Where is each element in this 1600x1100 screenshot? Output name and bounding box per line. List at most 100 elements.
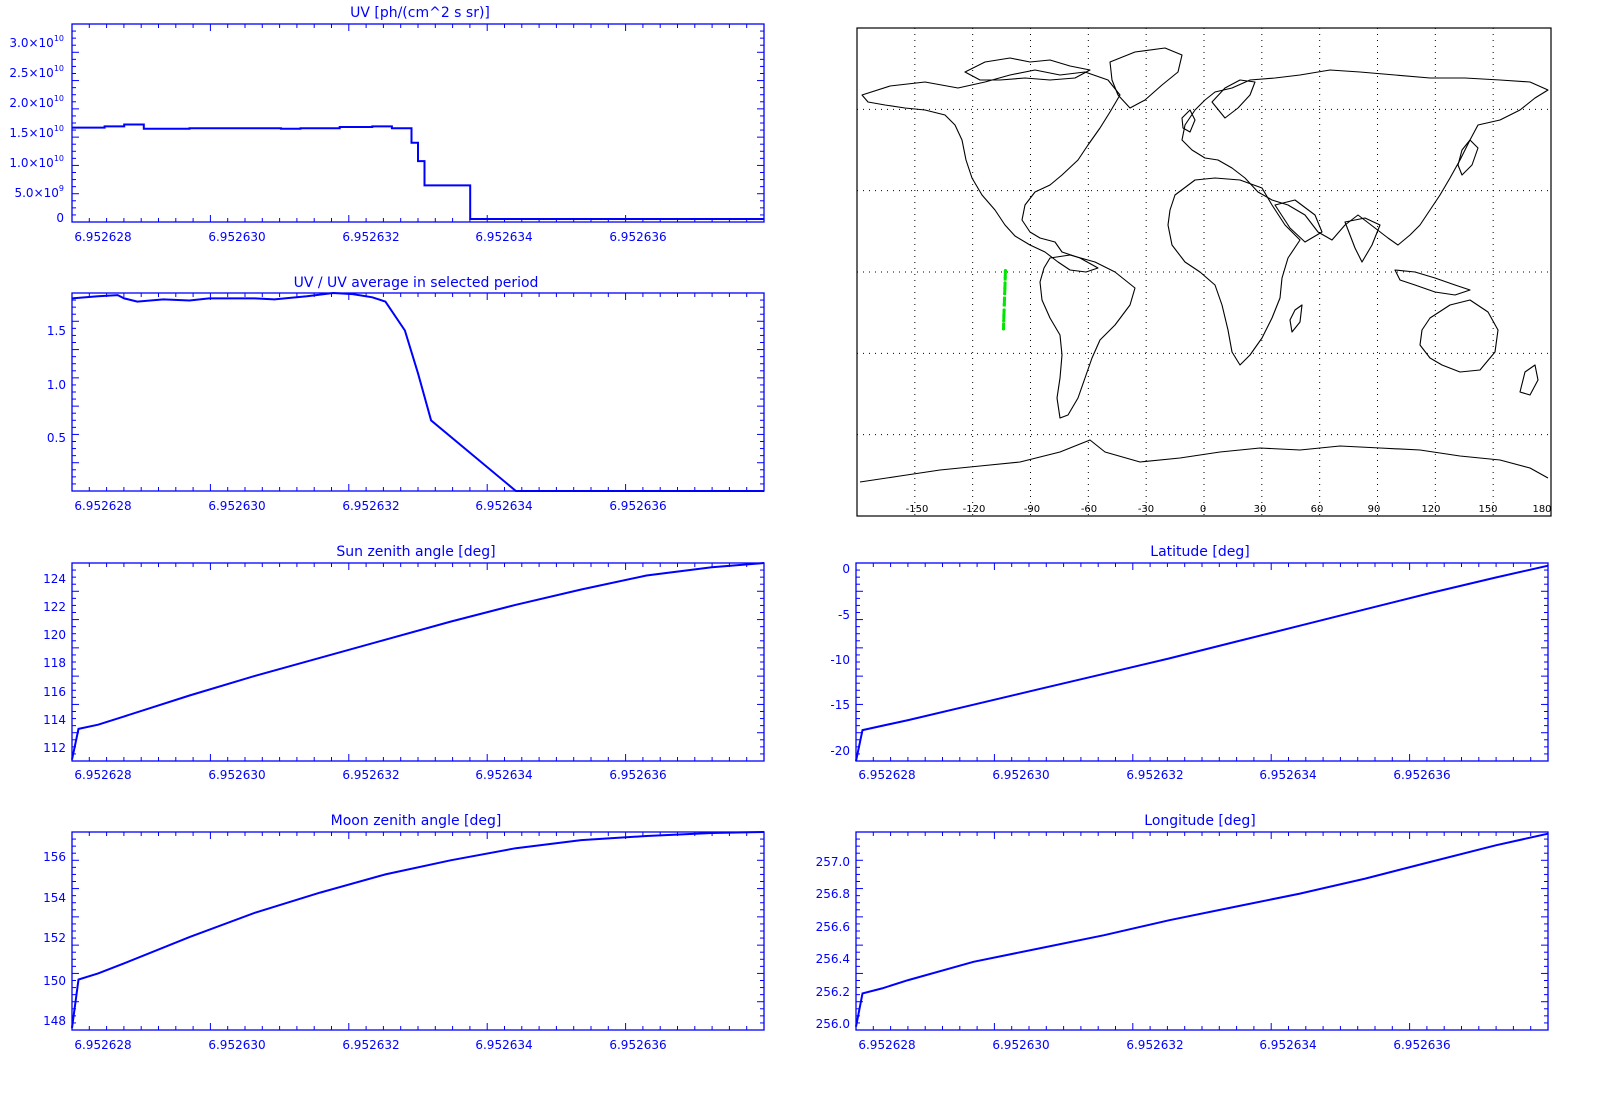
new-zealand-outline xyxy=(1519,364,1539,396)
latitude-y-tick-label: -20 xyxy=(830,744,850,758)
uv-y-tick-exp: 10 xyxy=(54,124,64,133)
uv-y-tick-mantissa: 1.5×10 xyxy=(9,126,53,140)
uv-plot-frame xyxy=(71,23,765,223)
uv-ratio-y-tick-label: 1.0 xyxy=(47,378,66,392)
latitude-y-tick-labels: 0 -5 -10 -15 -20 xyxy=(830,562,850,758)
scandinavia-outline xyxy=(1211,79,1256,119)
longitude-y-tick-label: 256.2 xyxy=(816,985,850,999)
uv-y-tick-label: 1.5×1010 xyxy=(9,124,64,140)
uv-ratio-x-tick-labels: 6.952628 6.952630 6.952632 6.952634 6.95… xyxy=(74,499,666,513)
map-x-tick-label: 30 xyxy=(1254,504,1267,515)
sza-y-tick-label: 120 xyxy=(43,628,66,642)
uv-y-tick-label: 5.0×109 xyxy=(14,184,64,200)
uv-series-line xyxy=(72,123,764,220)
uv-x-tick-label: 6.952628 xyxy=(74,230,131,244)
longitude-x-tick-label: 6.952634 xyxy=(1259,1038,1316,1052)
longitude-y-tick-label: 256.6 xyxy=(816,920,850,934)
uv-y-tick-mantissa: 2.0×10 xyxy=(9,96,53,110)
latitude-title: Latitude [deg] xyxy=(1150,544,1249,560)
map-x-tick-labels: -150 -120 -90 -60 -30 0 30 60 90 120 150… xyxy=(906,504,1552,515)
uv-ratio-y-tick-label: 1.5 xyxy=(47,324,66,338)
map-x-tick-label: 90 xyxy=(1368,504,1381,515)
uv-y-tick-label: 3.0×1010 xyxy=(9,34,64,50)
longitude-series-line xyxy=(855,832,1549,1027)
greenland-outline xyxy=(1109,47,1183,109)
uv-ratio-y-tick-label: 0.5 xyxy=(47,431,66,445)
uv-y-tick-exp: 10 xyxy=(54,64,64,73)
uv-ratio-x-tick-label: 6.952634 xyxy=(475,499,532,513)
sza-x-tick-label: 6.952634 xyxy=(475,768,532,782)
uv-y-tick-label: 2.5×1010 xyxy=(9,64,64,80)
latitude-ticks xyxy=(856,563,1548,761)
uv-y-tick-exp: 10 xyxy=(54,34,64,43)
map-x-tick-label: -120 xyxy=(963,504,986,515)
mza-y-tick-label: 154 xyxy=(43,891,66,905)
uv-y-tick-mantissa: 0 xyxy=(56,211,64,225)
uv-ticks xyxy=(72,24,764,222)
map-x-tick-label: 60 xyxy=(1311,504,1324,515)
uv-y-tick-exp: 9 xyxy=(59,184,64,193)
uv-y-tick-mantissa: 5.0×10 xyxy=(14,186,58,200)
track-point xyxy=(1003,269,1008,273)
uv-ratio-x-tick-label: 6.952630 xyxy=(208,499,265,513)
longitude-y-tick-label: 256.8 xyxy=(816,887,850,901)
track-point xyxy=(1002,319,1006,323)
uv-y-tick-mantissa: 1.0×10 xyxy=(9,156,53,170)
sza-y-tick-label: 124 xyxy=(43,572,66,586)
eurasia-outline xyxy=(1181,69,1549,246)
mza-y-tick-label: 152 xyxy=(43,931,66,945)
britain-outline xyxy=(1181,109,1196,133)
mza-y-tick-labels: 156 154 152 150 148 xyxy=(43,850,66,1028)
longitude-x-tick-label: 6.952636 xyxy=(1393,1038,1450,1052)
map-frame xyxy=(856,27,1552,517)
arctic-islands-outline xyxy=(964,57,1091,81)
uv-x-tick-label: 6.952632 xyxy=(342,230,399,244)
sza-y-tick-labels: 124 122 120 118 116 114 112 xyxy=(43,572,66,755)
mza-series-line xyxy=(71,831,765,1029)
latitude-y-tick-label: -10 xyxy=(830,653,850,667)
uv-ratio-x-tick-label: 6.952636 xyxy=(609,499,666,513)
uv-panel: UV [ph/(cm^2 s sr)] 3.0×1010 2.5×1010 2.… xyxy=(9,5,765,244)
sza-x-tick-label: 6.952632 xyxy=(342,768,399,782)
sza-y-tick-label: 116 xyxy=(43,685,66,699)
latitude-series-line xyxy=(855,564,1549,762)
track-point xyxy=(1002,302,1006,307)
uv-ratio-title: UV / UV average in selected period xyxy=(294,275,539,291)
track-point xyxy=(1003,292,1007,296)
track-point xyxy=(1002,297,1007,301)
latitude-x-tick-labels: 6.952628 6.952630 6.952632 6.952634 6.95… xyxy=(858,768,1450,782)
mza-plot-frame xyxy=(71,831,765,1031)
longitude-y-tick-label: 256.4 xyxy=(816,952,850,966)
india-outline xyxy=(1344,217,1381,263)
uv-ratio-panel: UV / UV average in selected period 1.5 1… xyxy=(47,275,765,513)
sza-title: Sun zenith angle [deg] xyxy=(336,544,495,560)
latitude-x-tick-label: 6.952630 xyxy=(992,768,1049,782)
mza-x-tick-labels: 6.952628 6.952630 6.952632 6.952634 6.95… xyxy=(74,1038,666,1052)
uv-x-tick-labels: 6.952628 6.952630 6.952632 6.952634 6.95… xyxy=(74,230,666,244)
mza-x-tick-label: 6.952630 xyxy=(208,1038,265,1052)
mza-panel: Moon zenith angle [deg] 156 154 152 150 … xyxy=(43,813,765,1052)
map-x-tick-label: -150 xyxy=(906,504,929,515)
longitude-plot-frame xyxy=(855,831,1549,1031)
track-point xyxy=(1002,308,1006,312)
coastlines xyxy=(859,47,1549,483)
latitude-x-tick-label: 6.952636 xyxy=(1393,768,1450,782)
map-x-tick-label: 180 xyxy=(1532,504,1551,515)
map-x-tick-label: 150 xyxy=(1478,504,1497,515)
longitude-x-tick-label: 6.952630 xyxy=(992,1038,1049,1052)
mza-y-tick-label: 148 xyxy=(43,1014,66,1028)
uv-ratio-y-tick-labels: 1.5 1.0 0.5 xyxy=(47,324,66,445)
latitude-panel: Latitude [deg] 0 -5 -10 -15 -20 6.952628… xyxy=(830,544,1549,782)
uv-x-tick-label: 6.952634 xyxy=(475,230,532,244)
sza-y-tick-label: 112 xyxy=(43,741,66,755)
longitude-x-tick-label: 6.952632 xyxy=(1126,1038,1183,1052)
sza-x-tick-label: 6.952630 xyxy=(208,768,265,782)
uv-title: UV [ph/(cm^2 s sr)] xyxy=(350,5,490,21)
uv-y-tick-exp: 10 xyxy=(54,94,64,103)
antarctica-outline xyxy=(859,439,1549,483)
track-point xyxy=(1003,281,1007,285)
track-point xyxy=(1002,313,1006,317)
longitude-title: Longitude [deg] xyxy=(1144,813,1255,829)
mza-x-tick-label: 6.952632 xyxy=(342,1038,399,1052)
sza-panel: Sun zenith angle [deg] 124 122 120 118 1… xyxy=(43,544,765,782)
